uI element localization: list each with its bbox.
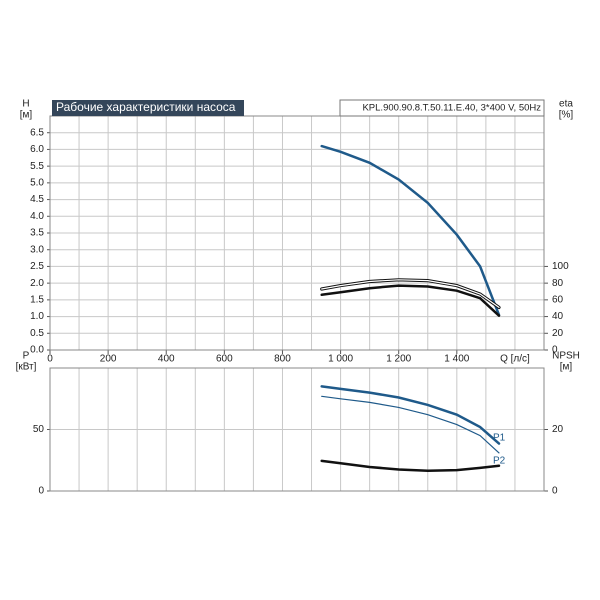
y2-tick-label: 60	[552, 294, 564, 305]
y-tick-label: 4.5	[30, 194, 44, 205]
chart-title: Рабочие характеристики насоса	[56, 100, 236, 114]
subtitle-box	[339, 99, 545, 117]
x-tick-label: 1 200	[386, 354, 411, 365]
y2-axis-unit: [м]	[560, 362, 573, 373]
y-tick-label: 6.5	[30, 127, 44, 138]
y-tick-label: 5.0	[30, 177, 44, 188]
chart-subtitle: KPL.900.90.8.T.50.11.E.40, 3*400 V, 50Hz	[362, 103, 541, 114]
y2-tick-label: 40	[552, 311, 564, 322]
y-tick-label: 4.0	[30, 211, 44, 222]
plot-frame	[49, 115, 545, 351]
y-axis-label: H	[22, 99, 29, 110]
x-tick-label: 400	[158, 354, 175, 365]
curve-inner	[321, 279, 500, 308]
y-tick-label: 1.5	[30, 294, 44, 305]
y2-tick-label: 80	[552, 278, 564, 289]
y-tick-label: 0.5	[30, 328, 44, 339]
x-tick-label: 800	[274, 354, 291, 365]
y-tick-label: 5.5	[30, 161, 44, 172]
y-tick-label: 0	[38, 486, 44, 497]
curve-label: P1	[493, 432, 506, 443]
y-axis-label: P	[23, 351, 30, 362]
y-tick-label: 50	[33, 424, 45, 435]
y2-tick-label: 20	[552, 424, 564, 435]
y-axis-unit: [м]	[20, 110, 33, 121]
y-tick-label: 3.5	[30, 228, 44, 239]
y2-tick-label: 20	[552, 328, 564, 339]
x-tick-label: 200	[100, 354, 117, 365]
curve-label: P2	[493, 456, 506, 467]
y-tick-label: 0.0	[30, 345, 44, 356]
x-axis-label: Q [л/с]	[500, 354, 530, 365]
y-tick-label: 2.5	[30, 261, 44, 272]
curve	[320, 144, 501, 317]
x-tick-label: 0	[47, 354, 53, 365]
y2-tick-label: 100	[552, 261, 569, 272]
y2-axis-label: NPSH	[552, 351, 580, 362]
y2-axis-unit: [%]	[559, 110, 574, 121]
y-tick-label: 2.0	[30, 278, 44, 289]
y2-tick-label: 0	[552, 486, 558, 497]
y2-axis-label: eta	[559, 99, 573, 110]
title-box	[52, 100, 244, 116]
curve	[320, 459, 501, 472]
y-tick-label: 3.0	[30, 244, 44, 255]
y-tick-label: 6.0	[30, 144, 44, 155]
plot-frame	[49, 367, 545, 492]
curve	[321, 395, 500, 454]
x-tick-label: 1 400	[444, 354, 469, 365]
curve	[320, 385, 501, 445]
y-tick-label: 1.0	[30, 311, 44, 322]
y2-tick-label: 0	[552, 345, 558, 356]
y-axis-unit: [кВт]	[16, 362, 37, 373]
x-tick-label: 1 000	[328, 354, 353, 365]
curve	[320, 284, 501, 317]
x-tick-label: 600	[216, 354, 233, 365]
